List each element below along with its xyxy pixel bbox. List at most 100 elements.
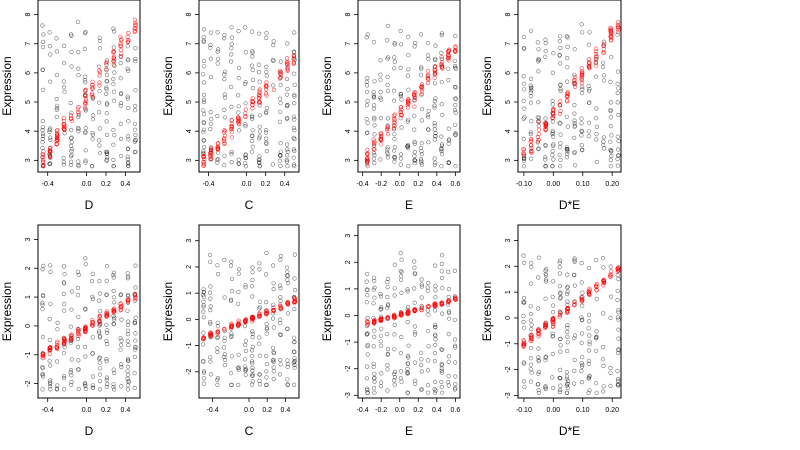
black-point xyxy=(601,78,607,83)
black-point xyxy=(243,283,248,288)
black-point xyxy=(385,152,390,157)
black-point xyxy=(372,117,377,122)
red-point xyxy=(75,331,81,336)
black-point xyxy=(413,158,418,163)
black-point xyxy=(98,309,103,314)
black-point xyxy=(249,63,255,68)
black-point xyxy=(89,279,95,284)
black-point xyxy=(608,100,613,105)
black-point xyxy=(222,72,227,77)
x-tick-label: 0.4 xyxy=(432,407,442,414)
x-tick-label: -0.2 xyxy=(375,407,387,414)
black-point xyxy=(96,64,102,69)
black-point xyxy=(208,308,213,313)
black-point xyxy=(616,376,621,382)
black-point xyxy=(608,157,613,163)
red-point xyxy=(615,266,620,272)
black-point xyxy=(229,160,234,165)
black-point xyxy=(551,142,556,147)
y-tick-label: 0 xyxy=(345,313,352,317)
black-point xyxy=(601,311,606,316)
black-point xyxy=(291,155,296,160)
black-point xyxy=(104,111,109,116)
black-point xyxy=(291,162,297,167)
black-point xyxy=(278,141,283,146)
black-point xyxy=(379,305,384,310)
black-point xyxy=(536,147,541,152)
black-point xyxy=(133,285,138,290)
black-point xyxy=(105,102,110,107)
black-point xyxy=(579,22,584,27)
red-point xyxy=(83,327,88,332)
black-point xyxy=(277,119,283,124)
black-point xyxy=(249,348,255,353)
y-tick-label: 3 xyxy=(25,158,32,162)
red-point xyxy=(529,149,534,154)
black-point xyxy=(277,321,283,326)
red-point xyxy=(243,107,248,112)
black-point xyxy=(528,132,533,137)
black-point xyxy=(557,152,562,157)
black-point xyxy=(257,79,262,84)
red-point xyxy=(40,157,46,162)
black-point xyxy=(528,130,533,135)
black-point xyxy=(126,68,131,73)
black-point xyxy=(419,107,425,112)
red-point xyxy=(97,68,102,73)
black-point xyxy=(572,283,578,288)
black-point xyxy=(446,354,452,359)
y-tick-label: 1 xyxy=(186,291,193,295)
black-point xyxy=(529,118,534,124)
red-point xyxy=(271,308,276,313)
black-point xyxy=(264,362,270,367)
black-point xyxy=(69,152,74,158)
black-point xyxy=(132,121,137,126)
black-point xyxy=(69,357,74,362)
black-point xyxy=(453,343,458,348)
black-point xyxy=(229,149,234,155)
black-point xyxy=(61,155,66,161)
black-point xyxy=(587,388,592,393)
black-point xyxy=(365,130,370,135)
black-point xyxy=(412,300,417,305)
red-point xyxy=(76,111,81,116)
black-point xyxy=(586,326,591,331)
black-point xyxy=(406,67,411,72)
black-point xyxy=(601,363,606,369)
red-point xyxy=(90,318,95,323)
red-point xyxy=(365,322,370,327)
black-point xyxy=(521,136,526,141)
black-point xyxy=(236,157,241,162)
black-point xyxy=(399,334,404,340)
black-point xyxy=(75,336,81,342)
black-point xyxy=(365,364,370,369)
black-point xyxy=(96,329,102,334)
red-point xyxy=(208,330,213,335)
black-point xyxy=(264,250,269,256)
black-point xyxy=(392,382,397,387)
black-point xyxy=(371,361,376,366)
black-point xyxy=(572,150,578,155)
black-point xyxy=(285,281,291,286)
black-point xyxy=(236,76,241,81)
black-point xyxy=(557,164,563,169)
y-tick-label: 2 xyxy=(186,265,193,269)
black-point xyxy=(215,349,220,355)
black-point xyxy=(572,118,577,123)
red-point xyxy=(264,91,269,96)
red-point xyxy=(208,149,214,154)
black-point xyxy=(433,295,438,300)
black-point xyxy=(250,361,255,366)
red-point xyxy=(69,334,74,339)
black-point xyxy=(615,298,620,303)
red-point xyxy=(257,99,262,105)
black-point xyxy=(433,43,438,48)
red-point xyxy=(594,55,599,60)
black-point xyxy=(111,82,116,87)
black-point xyxy=(292,252,297,257)
black-point xyxy=(126,137,131,142)
black-point xyxy=(69,307,74,312)
red-point xyxy=(61,122,66,127)
black-point xyxy=(550,334,556,339)
black-point xyxy=(399,257,404,262)
